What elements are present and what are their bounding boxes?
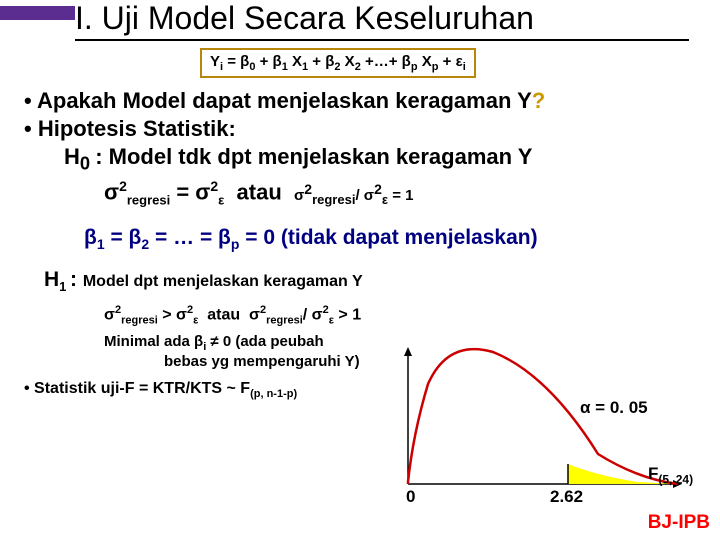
question-text: • Apakah Model dapat menjelaskan keragam… — [24, 88, 532, 113]
hypothesis-heading: • Hipotesis Statistik: — [24, 116, 704, 142]
model-equation: Yi = β0 + β1 X1 + β2 X2 +…+ βp Xp + εi — [200, 48, 476, 78]
alpha-label: α = 0. 05 — [580, 398, 648, 418]
h1-line: H1 : Model dpt menjelaskan keragaman Y — [44, 268, 704, 294]
question-line: • Apakah Model dapat menjelaskan keragam… — [24, 88, 704, 114]
header-accent-bar — [0, 6, 75, 20]
question-mark: ? — [532, 88, 545, 113]
footer-label: BJ-IPB — [648, 512, 710, 534]
f-critical-label: F(5, 24) — [648, 464, 693, 486]
page-title: I. Uji Model Secara Keseluruhan — [75, 0, 689, 41]
svg-text:0: 0 — [406, 487, 415, 506]
svg-text:2.62: 2.62 — [550, 487, 583, 506]
sigma-h1-line: σ2regresi > σ2ε atau σ2regresi/ σ2ε > 1 — [104, 304, 704, 327]
sigma-h0-line: σ2regresi = σ2ε atau σ2regresi/ σ2ε = 1 — [104, 178, 704, 208]
beta-zero-line: β1 = β2 = … = βp = 0 (tidak dapat menjel… — [84, 226, 704, 252]
h0-line: H0 : Model tdk dpt menjelaskan keragaman… — [64, 144, 704, 174]
